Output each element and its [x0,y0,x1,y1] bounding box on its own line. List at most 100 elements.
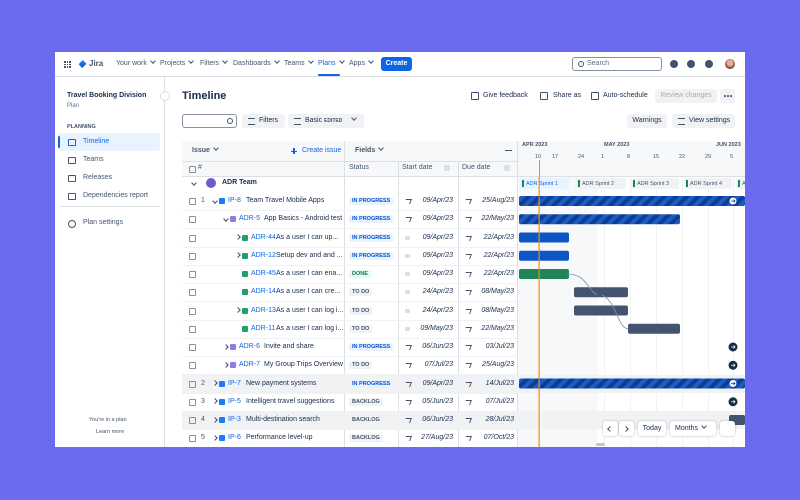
row-checkbox[interactable] [189,435,196,443]
issue-header[interactable]: Issue [192,146,218,156]
row-checkbox[interactable] [189,271,196,278]
warnings-label[interactable]: Warnings [632,117,662,124]
expand-toggle[interactable] [223,343,229,350]
row-checkbox[interactable] [189,252,196,260]
nav-item[interactable]: Teams [284,59,313,69]
today-label[interactable]: Today [642,424,662,432]
nav-item[interactable]: Apps [349,59,373,69]
issue-key[interactable]: ADR-7 [239,361,261,369]
sprint-label[interactable]: ADR Sprint 1 [526,180,559,187]
header-action[interactable]: Share as [553,92,582,99]
nav-icon[interactable] [705,60,713,68]
issue-summary[interactable]: New payment systems [246,379,317,387]
row-checkbox[interactable] [189,198,196,205]
months-button[interactable]: Months [670,421,716,436]
row-checkbox[interactable] [189,362,196,370]
expand-toggle[interactable] [223,361,229,368]
row-checkbox[interactable] [189,344,196,351]
issue-key[interactable]: ADR-5 [239,215,261,223]
expand-toggle[interactable] [212,398,218,405]
warnings-button[interactable]: Warnings [627,114,667,128]
view-settings-button[interactable]: View settings [672,114,735,128]
collapse-button[interactable] [160,91,170,101]
issue-summary[interactable]: As a user I can log i... [276,306,344,314]
nav-item[interactable]: Projects [160,59,193,69]
header-action[interactable]: Give feedback [483,92,528,99]
sidebar-settings[interactable]: Plan settings [83,219,124,226]
issue-summary[interactable]: Setup dev and and ... [276,251,343,259]
review-changes-button[interactable]: Review changes [655,89,717,103]
issue-summary[interactable]: As a user I can log i... [276,324,344,332]
expand-toggle[interactable] [223,215,229,222]
issue-key[interactable]: IP-3 [228,416,241,423]
issue-summary[interactable]: Multi-destination search [246,416,320,423]
sprint-label[interactable]: ADR Sprint 3 [637,180,670,187]
issue-key[interactable]: ADR-13 [251,306,276,314]
filter-search[interactable] [182,114,237,128]
review-changes-label[interactable]: Review changes [660,92,712,99]
issue-summary[interactable]: As a user I can up... [276,233,339,241]
header-checkbox[interactable] [189,165,196,173]
issue-summary[interactable]: Intelligent travel suggestions [246,397,335,405]
issue-key[interactable]: ADR-6 [239,343,261,350]
nav-item[interactable]: Plans [318,59,344,69]
search-placeholder[interactable]: Search [587,60,610,67]
sidebar-item[interactable]: Dependencies report [83,192,148,199]
nav-icon[interactable] [687,60,695,68]
sidebar-item[interactable]: Timeline [83,138,110,145]
sidebar-item[interactable]: Teams [83,156,104,163]
expand-toggle[interactable] [235,234,241,240]
issue-key[interactable]: ADR-12 [251,251,276,259]
prev-button[interactable] [603,421,618,436]
fields-header[interactable]: Fields [355,146,383,156]
column-header[interactable]: Start date [402,164,433,171]
expand-toggle[interactable] [235,307,241,313]
sprint-label[interactable]: ADR Sprint 2 [582,180,615,187]
view-settings-label[interactable]: View settings [689,117,731,124]
fullscreen-button[interactable] [720,421,735,436]
today-button[interactable]: Today [638,421,666,436]
row-checkbox[interactable] [189,234,196,242]
issue-summary[interactable]: As a user I can cre... [276,288,341,296]
issue-key[interactable]: IP-5 [228,397,241,405]
issue-summary[interactable]: My Group Trips Overview [264,361,343,369]
search-box[interactable]: Search [572,57,662,71]
issue-key[interactable]: ADR-44 [251,233,276,241]
row-checkbox[interactable] [189,325,196,333]
row-checkbox[interactable] [189,398,196,406]
expand-toggle[interactable] [235,252,241,259]
avatar[interactable] [725,59,735,69]
sidebar-footer-link[interactable]: Learn more [96,429,125,435]
issue-key[interactable]: IP-6 [228,434,241,442]
filters-label[interactable]: Filters [259,117,279,124]
nav-item[interactable]: Filters [200,59,227,69]
nav-item[interactable]: Dashboards [233,59,279,69]
issue-key[interactable]: ADR-11 [251,324,276,332]
row-checkbox[interactable] [189,307,196,315]
issue-summary[interactable]: Performance level-up [246,434,313,442]
next-button[interactable] [619,421,634,436]
column-header[interactable]: Status [349,164,369,171]
issue-summary[interactable]: Team Travel Mobile Apps [246,197,325,204]
row-checkbox[interactable] [189,380,196,388]
create-button[interactable]: Create [381,57,412,71]
expand-columns-icon[interactable] [505,150,512,152]
row-checkbox[interactable] [189,216,196,224]
group-chevron[interactable] [191,180,197,186]
sprint-label[interactable]: ADR [742,180,745,187]
issue-key[interactable]: ADR-45 [251,270,276,277]
row-checkbox[interactable] [189,289,196,297]
expand-toggle[interactable] [212,434,218,441]
row-checkbox[interactable] [189,417,196,424]
column-header[interactable]: Due date [462,164,491,171]
issue-summary[interactable]: App Basics - Android test [264,215,343,223]
sidebar-item[interactable]: Releases [83,174,113,181]
issue-summary[interactable]: As a user I can ena... [276,270,343,277]
nav-icon[interactable] [670,60,678,68]
column-header[interactable]: # [198,164,202,171]
issue-summary[interactable]: Invite and share [264,343,314,350]
issue-key[interactable]: ADR-14 [251,288,276,296]
issue-key[interactable]: IP-8 [228,197,241,204]
issue-key[interactable]: IP-7 [228,379,241,387]
create-issue[interactable]: Create issue [302,147,342,154]
